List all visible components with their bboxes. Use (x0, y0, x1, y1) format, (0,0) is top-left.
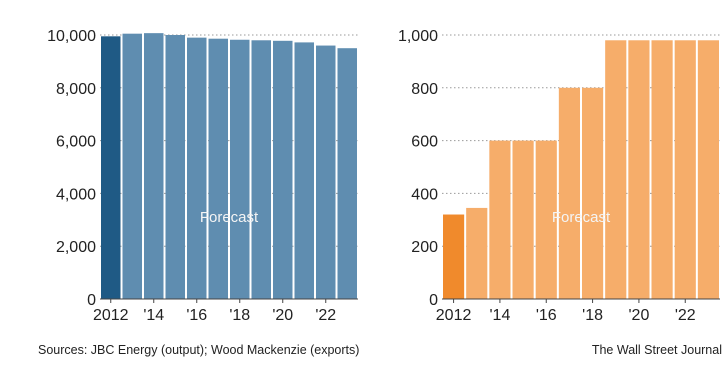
bar-2012 (101, 36, 121, 299)
y-tick-label: 2,000 (56, 239, 96, 256)
bar-2023 (697, 40, 719, 299)
bar-2022 (316, 45, 336, 300)
bar-2016 (187, 37, 207, 299)
bar-2019 (605, 40, 627, 299)
x-tick-label: '22 (315, 307, 336, 324)
bar-2021 (651, 40, 673, 299)
bar-2020 (628, 40, 650, 299)
y-tick-label: 600 (411, 134, 438, 151)
x-tick-label: 2012 (436, 307, 472, 324)
y-tick-label: 4,000 (56, 186, 96, 203)
y-tick-label: 400 (411, 186, 438, 203)
bar-2013 (122, 33, 142, 300)
bar-2015 (165, 35, 185, 299)
x-tick-label: '18 (582, 307, 603, 324)
bar-2017 (208, 38, 228, 300)
y-tick-label: 8,000 (56, 81, 96, 98)
x-tick-label: '16 (186, 307, 207, 324)
y-tick-label: 0 (429, 292, 438, 309)
sources-note: Sources: JBC Energy (output); Wood Macke… (38, 343, 360, 357)
bar-2012 (443, 214, 465, 299)
bar-2017 (558, 87, 580, 299)
y-tick-label: 800 (411, 81, 438, 98)
bar-2019 (251, 40, 271, 299)
bar-2014 (144, 33, 164, 299)
x-tick-label: 2012 (93, 307, 129, 324)
bar-2015 (512, 140, 534, 299)
forecast-label: Forecast (552, 209, 611, 226)
x-tick-label: '18 (229, 307, 250, 324)
bar-2018 (582, 87, 604, 299)
bar-2014 (489, 140, 511, 299)
y-tick-label: 1,000 (398, 28, 438, 45)
bar-2016 (535, 140, 557, 299)
credit-note: The Wall Street Journal (591, 343, 722, 357)
x-tick-label: '20 (272, 307, 293, 324)
bar-2013 (466, 207, 488, 299)
right-bar-chart: 0 200 400 600 800 1,000 2012 '14 '16 '18 '20 '22 For… (398, 28, 720, 324)
bar-2018 (230, 39, 250, 299)
bar-2023 (337, 48, 357, 300)
bar-2021 (294, 42, 314, 299)
y-tick-label: 200 (411, 239, 438, 256)
forecast-label: Forecast (200, 209, 259, 226)
left-bar-chart: 0 2,000 4,000 6,000 8,000 10,000 2012 '14 '16 '18… (47, 28, 358, 324)
y-tick-label: 10,000 (47, 28, 96, 45)
x-tick-label: '14 (143, 307, 164, 324)
x-tick-label: '14 (489, 307, 510, 324)
y-tick-label: 6,000 (56, 134, 96, 151)
x-tick-label: '22 (675, 307, 696, 324)
x-tick-label: '16 (536, 307, 557, 324)
y-tick-label: 0 (87, 292, 96, 309)
bar-2020 (273, 40, 293, 300)
x-tick-label: '20 (628, 307, 649, 324)
bar-2022 (674, 40, 696, 299)
